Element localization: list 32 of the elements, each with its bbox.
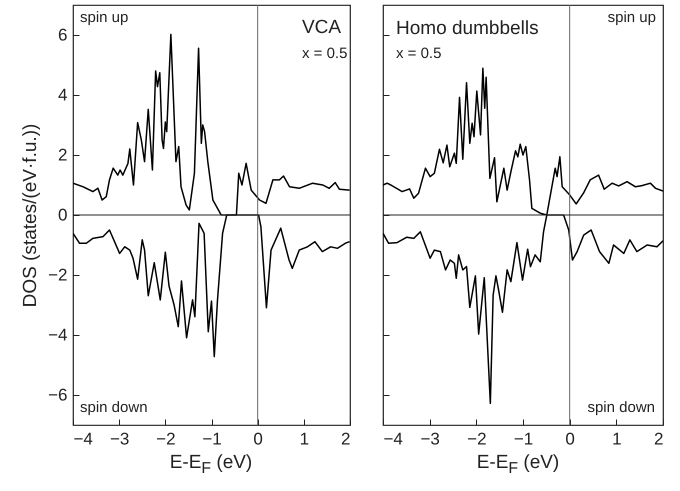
x-tick-label: −2 — [467, 430, 487, 448]
x-tick-label: −4 — [384, 430, 403, 448]
annotation: x = 0.5 — [302, 45, 348, 62]
y-tick-label: −2 — [48, 266, 68, 284]
x-tick-label: −3 — [110, 430, 130, 448]
y-tick-label: 6 — [58, 26, 68, 44]
annotation: spin up — [608, 9, 656, 26]
x-tick-label: 2 — [654, 430, 664, 448]
annotation: VCA — [302, 17, 342, 38]
y-tick-label: 2 — [58, 146, 68, 164]
x-tick-label: −1 — [202, 430, 222, 448]
x-tick-label: −4 — [74, 430, 93, 448]
y-tick-label: 0 — [58, 206, 68, 224]
x-tick-label: 0 — [253, 430, 263, 448]
x-axis-title: E-E$_{F}$ (eV) — [170, 452, 252, 478]
x-tick-label: 0 — [565, 430, 575, 448]
x-tick-label: −2 — [156, 430, 176, 448]
x-tick-label: 1 — [612, 430, 622, 448]
x-tick-label: −3 — [420, 430, 440, 448]
x-tick-label: −1 — [514, 430, 534, 448]
annotation: x = 0.5 — [396, 45, 442, 62]
annotation: Homo dumbbells — [396, 18, 539, 39]
x-tick-label: 1 — [300, 430, 310, 448]
y-axis-title: DOS (states/(eV·f.u.)) — [20, 124, 42, 308]
y-tick-label: −6 — [48, 386, 68, 404]
y-tick-label: −4 — [48, 326, 68, 344]
annotation: spin up — [80, 9, 128, 26]
x-tick-label: 2 — [341, 430, 350, 448]
annotation: spin down — [80, 399, 148, 416]
annotation: spin down — [587, 399, 655, 416]
y-tick-label: 4 — [58, 86, 68, 104]
x-axis-title: E-E$_{F}$ (eV) — [476, 452, 560, 478]
